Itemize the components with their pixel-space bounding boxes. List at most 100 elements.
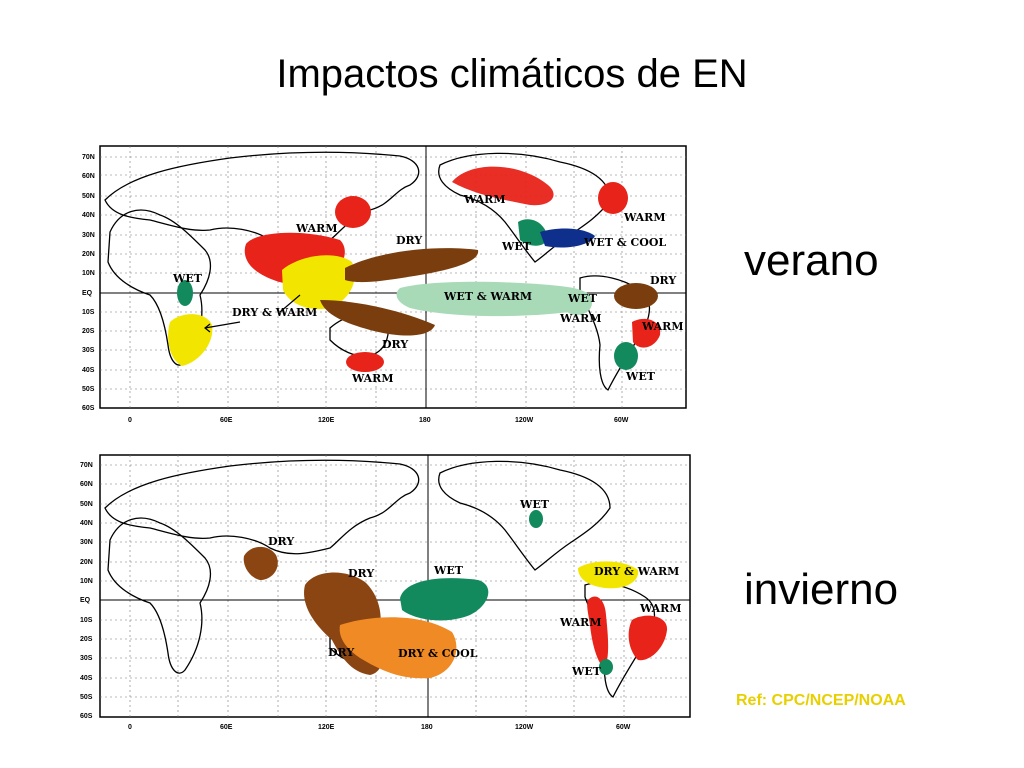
impact-regions-summer [168, 166, 661, 372]
region-dry-warm-caribbean [578, 561, 639, 589]
label-warm-southbrazil: WARM [641, 320, 684, 333]
tick-lon: 180 [419, 417, 431, 424]
label-warm-newzealand: WARM [351, 372, 394, 385]
region-dry-brazil [614, 283, 658, 309]
region-dry-cool-australia [339, 617, 457, 679]
tick-lat: 10N [80, 578, 93, 585]
tick-lon: 120W [515, 417, 534, 424]
tick-lon: 120E [318, 724, 335, 731]
region-wet-eastafrica [177, 280, 193, 306]
label-wet-peru: WET [567, 292, 598, 305]
tick-lon: 120W [515, 724, 534, 731]
tick-lon: 60W [616, 724, 631, 731]
tick-lat: 50S [82, 386, 95, 393]
region-wet-chile [599, 659, 613, 675]
tick-lat: 10S [82, 309, 95, 316]
label-wet-northamerica: WET [519, 498, 550, 511]
tick-lat: 50N [82, 193, 95, 200]
tick-lat: 40S [82, 367, 95, 374]
region-wet-warm-pacific [396, 281, 592, 317]
region-warm-japan [335, 196, 371, 228]
tick-lat: 20S [80, 636, 93, 643]
label-wet-gulf: WET [501, 240, 532, 253]
label-warm-peru: WARM [559, 312, 602, 325]
map-panel-summer: WARM DRY WARM WET WET & COOL WARM DRY WE… [82, 145, 687, 424]
tick-lat: 60S [80, 713, 93, 720]
tick-lat: 40N [80, 520, 93, 527]
label-dry-cool: DRY & COOL [398, 647, 478, 660]
winter-label: invierno [744, 565, 899, 614]
tick-lon: 180 [421, 724, 433, 731]
impact-regions-winter [243, 510, 668, 679]
region-dry-india [243, 546, 278, 580]
lat-tick-labels-winter: 70N 60N 50N 40N 30N 20N 10N EQ 10S 20S 3… [80, 462, 93, 720]
label-dry-indonesia: DRY [348, 567, 374, 580]
arrows [204, 294, 301, 333]
tick-lon: 60E [220, 724, 233, 731]
region-dry-warm-indonesia [282, 255, 355, 310]
lon-tick-labels-summer: 0 60E 120E 180 120W 60W [128, 417, 629, 424]
label-dry-warm: DRY & WARM [232, 306, 317, 319]
label-dry-australia: DRY [382, 338, 408, 351]
tick-lat: 60S [82, 405, 95, 412]
map-panel-winter: DRY DRY WET WET DRY & WARM WARM WARM WET… [80, 454, 691, 731]
region-wet-cool-southeast [540, 228, 595, 248]
reference-credit: Ref: CPC/NCEP/NOAA [736, 692, 906, 709]
label-warm-india: WARM [295, 222, 338, 235]
label-warm-peru: WARM [559, 616, 602, 629]
region-wet-argentina [614, 342, 638, 370]
slide-title: Impactos climáticos de EN [276, 52, 748, 96]
tick-lon: 0 [128, 417, 132, 424]
region-wet-northamerica [529, 510, 543, 528]
tick-lat: 20N [80, 559, 93, 566]
tick-lat: 50S [80, 694, 93, 701]
tick-lon: 60E [220, 417, 233, 424]
tick-lat: 20N [82, 251, 95, 258]
label-wet-eastafrica: WET [172, 272, 203, 285]
label-warm-northeast: WARM [623, 211, 666, 224]
label-wet-argentina: WET [625, 370, 656, 383]
tick-lat: 30S [80, 655, 93, 662]
label-warm-alaska: WARM [463, 193, 506, 206]
region-warm-peru-chile [587, 596, 609, 668]
region-warm-northeast [598, 182, 628, 214]
lat-tick-labels-summer: 70N 60N 50N 40N 30N 20N 10N EQ 10S 20S 3… [82, 154, 95, 412]
tick-lat: 30N [80, 539, 93, 546]
tick-lat: 70N [82, 154, 95, 161]
tick-lat: 70N [80, 462, 93, 469]
tick-lat: 60N [80, 481, 93, 488]
label-dry-india: DRY [268, 535, 294, 548]
label-dry-warm-caribbean: DRY & WARM [594, 565, 679, 578]
region-warm-southbrazil [632, 318, 661, 348]
summer-label: verano [744, 236, 879, 285]
region-warm-peru [562, 291, 592, 315]
tick-lat: EQ [82, 290, 93, 297]
tick-lon: 60W [614, 417, 629, 424]
tick-lat: 30N [82, 232, 95, 239]
tick-lat: 40S [80, 675, 93, 682]
label-warm-brazil: WARM [639, 602, 682, 615]
region-labels-winter: DRY DRY WET WET DRY & WARM WARM WARM WET… [268, 498, 682, 678]
tick-lon: 0 [128, 724, 132, 731]
label-wet-chile: WET [571, 665, 602, 678]
region-dry-pacific-north [345, 248, 479, 283]
tick-lat: 20S [82, 328, 95, 335]
label-dry-brazil: DRY [650, 274, 676, 287]
tick-lat: 50N [80, 501, 93, 508]
tick-lat: 60N [82, 173, 95, 180]
tick-lat: 30S [82, 347, 95, 354]
tick-lon: 120E [318, 417, 335, 424]
label-dry-australia: DRY [328, 646, 354, 659]
region-wet-pacific [400, 578, 489, 621]
label-wet-cool: WET & COOL [583, 236, 666, 249]
region-dry-australia [320, 300, 435, 336]
tick-lat: EQ [80, 597, 91, 604]
label-dry-pacific: DRY [396, 234, 422, 247]
region-labels-summer: WARM DRY WARM WET WET & COOL WARM DRY WE… [172, 193, 684, 385]
region-wet-gulf [518, 219, 548, 246]
tick-lat: 40N [82, 212, 95, 219]
region-warm-brazil [628, 615, 668, 661]
tick-lat: 10N [82, 270, 95, 277]
tick-lat: 10S [80, 617, 93, 624]
